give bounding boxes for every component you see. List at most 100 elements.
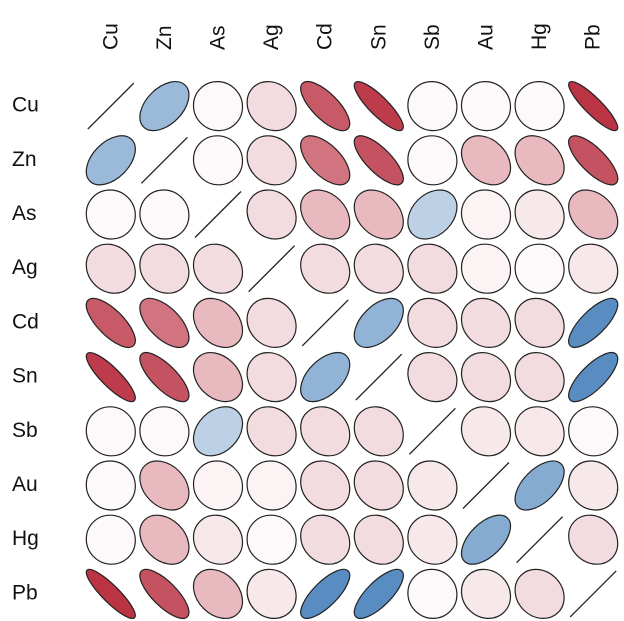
cell-sn-sb	[407, 352, 458, 403]
cell-sn-pb	[568, 352, 619, 403]
cell-hg-as	[192, 514, 244, 565]
cell-as-cd	[300, 189, 351, 240]
cell-au-au-diagonal	[462, 462, 510, 509]
cell-as-cu	[85, 189, 136, 240]
cell-cu-cu-diagonal	[87, 82, 135, 130]
cell-as-pb	[568, 189, 619, 240]
cell-ag-cd	[300, 243, 351, 294]
cell-pb-ag	[246, 568, 297, 620]
cell-au-pb	[568, 460, 619, 511]
row-label-sb: Sb	[12, 419, 38, 442]
cell-as-zn	[139, 189, 190, 240]
cell-sb-au	[460, 406, 512, 457]
cell-ag-as	[192, 243, 244, 294]
cell-sn-cu	[85, 352, 136, 403]
cell-pb-cu	[85, 568, 136, 620]
cell-as-as-diagonal	[194, 191, 242, 238]
column-label-au: Au	[475, 24, 498, 50]
cell-cu-pb	[568, 80, 619, 132]
cell-zn-cd	[300, 135, 351, 186]
cell-sb-ag	[246, 406, 297, 457]
cell-zn-au	[460, 135, 512, 186]
cell-ag-au	[460, 243, 512, 294]
row-label-zn: Zn	[12, 148, 37, 171]
cell-hg-pb	[568, 514, 619, 565]
cell-zn-zn-diagonal	[140, 136, 188, 184]
cell-zn-cu	[85, 135, 136, 186]
cell-au-cd	[300, 460, 351, 511]
cell-sb-sn	[353, 406, 404, 457]
cell-pb-au	[460, 568, 512, 620]
cell-sn-ag	[246, 352, 297, 403]
cell-as-sn	[353, 189, 404, 240]
cell-hg-cd	[300, 514, 351, 565]
cell-zn-ag	[246, 135, 297, 186]
cell-sb-pb	[568, 406, 619, 457]
cell-cu-sb	[407, 80, 458, 132]
column-label-as: As	[207, 25, 230, 50]
cell-sn-au	[460, 352, 512, 403]
cell-cu-sn	[353, 80, 404, 132]
cell-cd-as	[192, 297, 244, 348]
row-label-sn: Sn	[12, 365, 38, 388]
cell-hg-sb	[407, 514, 458, 565]
cell-cd-zn	[139, 297, 190, 348]
cell-hg-au	[460, 514, 512, 565]
column-label-hg: Hg	[528, 23, 551, 50]
cell-zn-as	[192, 135, 244, 186]
cell-cd-pb	[568, 297, 619, 348]
cell-pb-sb	[407, 568, 458, 620]
cell-cu-as	[192, 80, 244, 132]
cell-sn-zn	[139, 352, 190, 403]
column-label-cd: Cd	[314, 23, 337, 50]
column-label-ag: Ag	[260, 24, 283, 50]
cell-cd-cu	[85, 297, 136, 348]
cell-au-hg	[514, 460, 565, 511]
cell-au-sn	[353, 460, 404, 511]
cell-cd-cd-diagonal	[301, 299, 349, 347]
cell-au-as	[192, 460, 244, 511]
row-label-cu: Cu	[12, 94, 39, 117]
cell-zn-hg	[514, 135, 565, 186]
cell-sb-sb-diagonal	[408, 407, 456, 455]
row-label-cd: Cd	[12, 310, 39, 333]
cell-ag-sn	[353, 243, 404, 294]
cell-hg-zn	[139, 514, 190, 565]
cell-au-ag	[246, 460, 297, 511]
cell-sb-hg	[514, 406, 565, 457]
cell-pb-zn	[139, 568, 190, 620]
cell-au-cu	[85, 460, 136, 511]
cell-pb-cd	[300, 568, 351, 620]
cell-zn-pb	[568, 135, 619, 186]
cell-cu-ag	[246, 80, 297, 132]
column-label-cu: Cu	[99, 23, 122, 50]
column-label-zn: Zn	[153, 25, 176, 50]
cell-sb-zn	[139, 406, 190, 457]
cell-sn-sn-diagonal	[355, 353, 403, 401]
cell-ag-cu	[85, 243, 136, 294]
cell-ag-ag-diagonal	[248, 245, 296, 293]
cell-cd-hg	[514, 297, 565, 348]
row-label-hg: Hg	[12, 527, 39, 550]
row-label-au: Au	[12, 473, 38, 496]
cell-sb-as	[192, 406, 244, 457]
cell-cd-sb	[407, 297, 458, 348]
correlation-cells	[85, 80, 619, 620]
cell-cd-sn	[353, 297, 404, 348]
cell-cu-cd	[300, 80, 351, 132]
cell-sn-hg	[514, 352, 565, 403]
column-label-sb: Sb	[421, 24, 444, 50]
cell-sb-cu	[85, 406, 136, 457]
cell-cd-ag	[246, 297, 297, 348]
cell-ag-pb	[568, 243, 619, 294]
cell-hg-ag	[246, 514, 297, 565]
cell-cu-au	[460, 80, 512, 132]
cell-au-sb	[407, 460, 458, 511]
cell-cu-zn	[139, 80, 190, 132]
column-labels: Cu Zn As Ag Cd Sn Sb Au Hg Pb	[99, 23, 604, 50]
row-labels: Cu Zn As Ag Cd Sn Sb Au Hg Pb	[12, 94, 39, 605]
cell-as-au	[460, 189, 512, 240]
row-label-ag: Ag	[12, 256, 38, 279]
cell-hg-cu	[85, 514, 136, 565]
